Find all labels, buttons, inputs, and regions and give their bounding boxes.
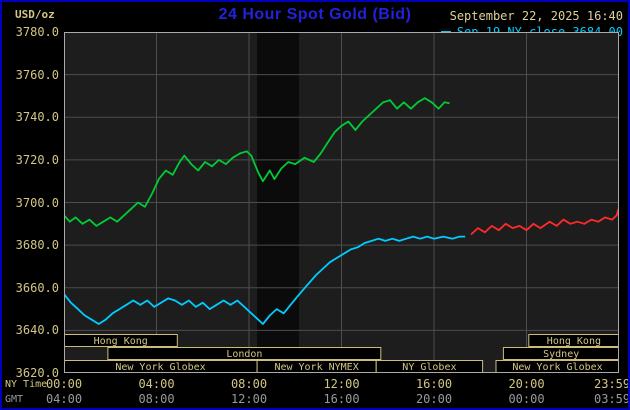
session-label: New York Globex (115, 362, 205, 373)
x-tick-label: 16:00 (323, 392, 360, 406)
session-box (64, 334, 178, 347)
x-axis-row-label-nytime: NY Time (5, 379, 48, 390)
x-tick-label: 03:59 (594, 392, 630, 406)
y-tick-label: 3680.0 (15, 238, 59, 253)
x-axis-row-label-gmt: GMT (5, 394, 24, 405)
session-box (107, 347, 382, 360)
y-axis-labels: 3780.0 3760.0 3740.0 3720.0 3700.0 3680.0 3660… (8, 2, 59, 382)
y-tick-label: 3640.0 (15, 323, 59, 338)
x-tick-label: 20:00 (415, 392, 453, 406)
plot-area: Hong Kong Hong Kong London Sydney New York G… (64, 32, 619, 373)
session-label: London (226, 349, 262, 360)
y-tick-label: 3620.0 (15, 366, 59, 380)
x-tick-label: 08:00 (138, 392, 175, 406)
unit-label: USD/oz (15, 8, 55, 21)
x-tick-label: 12:00 (230, 392, 268, 406)
x-tick-label: 00:00 (508, 392, 545, 406)
session-label: New York Globex (512, 362, 602, 373)
series-line-sep19 (64, 235, 466, 325)
series-line-sep22 (64, 97, 450, 227)
y-tick-label: 3740.0 (15, 110, 59, 125)
x-tick-label: 16:00 (415, 377, 453, 391)
datetime-label: September 22, 2025 16:40 (449, 9, 623, 23)
session-label: Sydney (543, 349, 579, 360)
x-tick-label: 04:00 (45, 392, 83, 406)
x-tick-label: 23:59 (594, 377, 630, 391)
x-tick-label: 08:00 (230, 377, 268, 391)
x-tick-label: 20:00 (508, 377, 545, 391)
series-line-sep21 (470, 208, 619, 236)
x-tick-label: 04:00 (138, 377, 175, 391)
session-label: Hong Kong (547, 336, 601, 347)
session-label: Hong Kong (94, 336, 148, 347)
x-tick-label: 12:00 (323, 377, 360, 391)
y-tick-label: 3720.0 (15, 152, 59, 167)
chart-title: 24 Hour Spot Gold (Bid) (218, 6, 412, 23)
y-tick-label: 3760.0 (15, 67, 59, 82)
session-label: NY Globex (402, 362, 456, 373)
y-tick-label: 3700.0 (15, 195, 59, 210)
plot-frame (64, 32, 619, 373)
y-tick-label: 3660.0 (15, 280, 59, 295)
y-tick-label: 3780.0 (15, 25, 59, 39)
session-label: New York NYMEX (274, 362, 358, 373)
